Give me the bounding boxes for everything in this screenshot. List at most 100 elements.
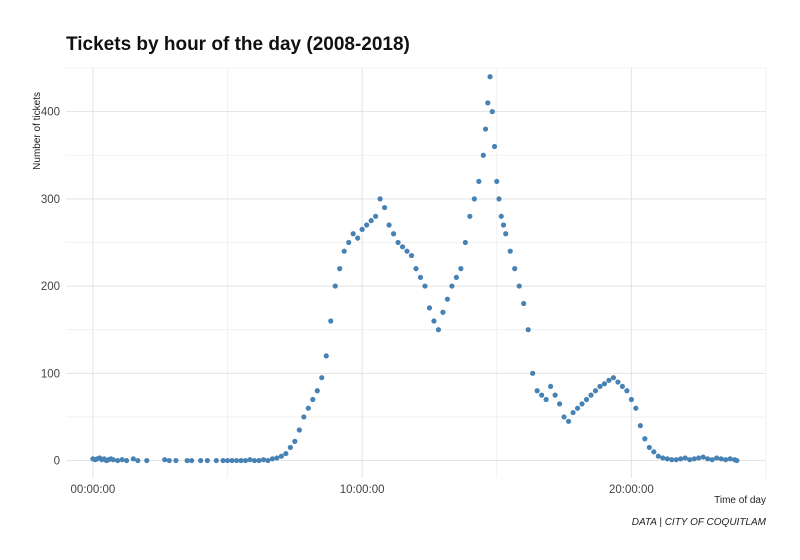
data-point — [539, 392, 545, 398]
data-point — [413, 266, 419, 272]
data-point — [734, 457, 740, 464]
data-point — [368, 218, 374, 224]
x-tick-label: 10:00:00 — [340, 484, 385, 496]
data-point — [714, 455, 720, 461]
data-point — [727, 456, 733, 462]
data-point — [247, 457, 253, 463]
data-point — [426, 305, 433, 311]
data-point — [610, 375, 617, 381]
data-point — [516, 283, 522, 289]
data-point — [628, 396, 634, 403]
data-point — [444, 296, 451, 302]
data-point — [310, 396, 316, 403]
data-point — [467, 213, 473, 219]
data-point — [489, 109, 495, 115]
data-point — [500, 222, 507, 228]
data-point — [115, 457, 121, 464]
data-point — [615, 379, 621, 385]
data-point — [166, 457, 172, 464]
y-tick-label: 0 — [54, 456, 60, 468]
data-point — [543, 396, 549, 403]
data-point — [238, 457, 244, 464]
data-point — [592, 388, 599, 394]
data-point — [328, 318, 334, 324]
data-point — [588, 392, 594, 398]
data-point — [696, 455, 702, 461]
data-point — [381, 204, 388, 211]
data-point — [337, 266, 343, 272]
data-point — [655, 453, 661, 459]
data-point — [565, 418, 572, 424]
data-point — [462, 239, 468, 246]
data-point — [305, 405, 311, 411]
data-point — [691, 456, 697, 462]
data-point — [552, 392, 558, 398]
data-point — [355, 235, 361, 241]
grid-layer — [66, 67, 767, 478]
x-axis-title: Time of day — [714, 495, 766, 506]
data-point — [583, 396, 590, 403]
data-point — [265, 457, 271, 464]
data-point — [440, 309, 446, 315]
data-point — [144, 457, 150, 464]
data-point — [525, 327, 531, 333]
points-layer — [90, 74, 740, 464]
data-point — [633, 405, 639, 411]
data-point — [301, 414, 307, 420]
data-point — [471, 196, 477, 202]
data-point — [642, 436, 648, 442]
data-point — [601, 381, 608, 387]
data-point — [296, 427, 302, 433]
data-point — [189, 457, 195, 464]
data-point — [637, 423, 643, 429]
data-point — [669, 457, 675, 463]
data-point — [395, 239, 401, 246]
data-point — [660, 455, 666, 461]
data-point — [417, 274, 424, 280]
data-point — [678, 456, 684, 462]
data-point — [173, 457, 179, 464]
data-point — [556, 401, 563, 407]
data-point — [498, 213, 504, 219]
data-point — [606, 377, 612, 383]
y-tick-label: 400 — [41, 107, 60, 119]
data-point — [269, 456, 276, 462]
data-point — [278, 453, 284, 459]
data-point — [123, 457, 130, 464]
data-point — [399, 244, 406, 250]
data-point — [485, 100, 491, 106]
data-point — [700, 454, 706, 460]
data-point — [561, 414, 567, 420]
data-point — [184, 457, 190, 464]
data-point — [364, 222, 370, 228]
data-point — [496, 196, 502, 202]
y-tick-label: 100 — [41, 368, 60, 380]
data-point — [274, 455, 280, 461]
y-tick-label: 200 — [41, 281, 60, 293]
data-point — [597, 383, 603, 390]
data-point — [162, 457, 168, 463]
data-point — [687, 457, 693, 463]
data-point — [476, 178, 482, 185]
data-point — [482, 126, 489, 132]
data-point — [346, 239, 352, 246]
data-point — [350, 231, 356, 237]
data-point — [682, 455, 688, 461]
data-point — [359, 226, 365, 232]
data-point — [646, 444, 652, 451]
data-point — [233, 457, 240, 464]
data-point — [723, 457, 729, 463]
data-point — [705, 456, 711, 462]
data-point — [449, 283, 455, 289]
data-point — [453, 274, 459, 280]
data-point — [673, 457, 679, 463]
data-point — [332, 283, 338, 289]
data-point — [507, 248, 513, 254]
data-point — [314, 388, 320, 394]
data-point — [570, 409, 576, 416]
x-tick-label: 00:00:00 — [71, 484, 116, 496]
data-point — [718, 456, 724, 462]
data-point — [323, 353, 329, 359]
